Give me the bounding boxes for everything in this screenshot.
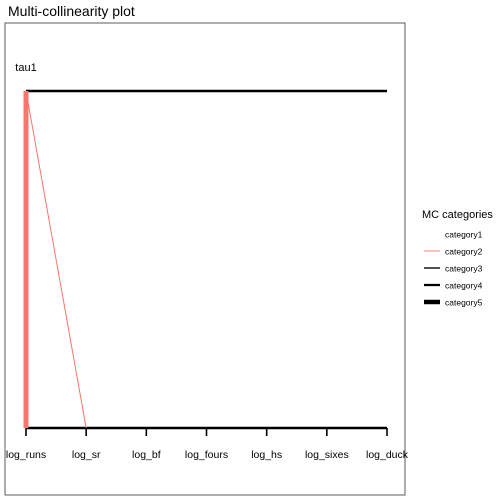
legend-label-category5: category5 — [445, 298, 483, 308]
tick-label-log_sixes: log_sixes — [305, 449, 349, 461]
legend-label-category3: category3 — [445, 264, 483, 274]
tick-label-log_bf: log_bf — [132, 449, 161, 461]
node-label-tau1: tau1 — [15, 62, 36, 74]
tick-label-log_runs: log_runs — [6, 449, 46, 461]
plot-frame — [4, 22, 406, 496]
tick-label-log_hs: log_hs — [251, 449, 282, 461]
tick-label-log_fours: log_fours — [185, 449, 228, 461]
legend-title: MC categories — [422, 209, 493, 221]
tick-label-log_sr: log_sr — [72, 449, 101, 461]
edge-tau1-log_sr — [25, 90, 87, 429]
legend-label-category2: category2 — [445, 247, 483, 257]
chart-title: Multi-collinearity plot — [8, 3, 135, 19]
legend-label-category1: category1 — [445, 230, 483, 240]
legend-label-category4: category4 — [445, 281, 483, 291]
tick-label-log_duck: log_duck — [366, 449, 409, 461]
